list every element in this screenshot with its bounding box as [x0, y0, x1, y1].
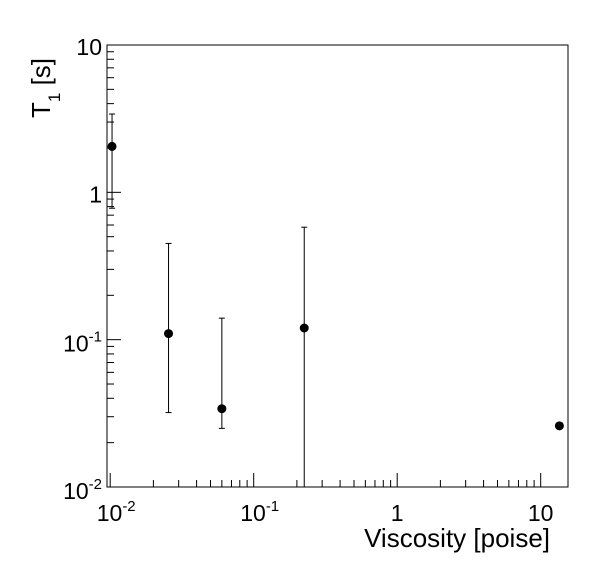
x-tick-label-text: 10: [528, 500, 554, 526]
x-axis-title: Viscosity [poise]: [364, 523, 550, 553]
y-tick-label-text: 10-2: [63, 476, 102, 504]
plot-frame: [106, 44, 569, 488]
x-tick-label-exponent: -2: [122, 498, 135, 515]
x-tick-label-base: 10: [97, 500, 123, 526]
data-point: [554, 421, 564, 431]
x-tick-label: 10-2: [97, 498, 136, 526]
y-tick-label-text: 10: [76, 34, 102, 60]
x-tick-label-text: 10-2: [97, 498, 136, 526]
y-tick-label: 10-2: [63, 476, 102, 504]
y-tick-label-base: 10: [76, 34, 102, 60]
y-axis-title-main: T: [26, 102, 56, 118]
y-tick-label-base: 10: [63, 478, 89, 504]
y-tick-label-text: 10-1: [63, 329, 102, 357]
data-point: [299, 323, 309, 333]
data-point: [164, 329, 174, 339]
y-axis-title: T1 [s]: [26, 58, 64, 118]
y-tick-label-exponent: -2: [89, 476, 102, 493]
y-axis-title-subscript: 1: [45, 93, 64, 102]
x-tick-label: 10: [528, 500, 554, 526]
y-tick-label: 10: [76, 34, 102, 60]
y-tick-label: 1: [89, 181, 102, 207]
data-point: [217, 404, 227, 414]
y-tick-label-base: 1: [89, 181, 102, 207]
x-tick-label-exponent: -1: [266, 498, 279, 515]
y-tick-label-exponent: -1: [89, 329, 102, 346]
x-tick-label-text: 10-1: [240, 498, 279, 526]
x-tick-label-base: 10: [240, 500, 266, 526]
y-axis-title-unit: [s]: [26, 58, 56, 93]
x-tick-label: 1: [391, 500, 404, 526]
x-tick-label-base: 10: [528, 500, 554, 526]
y-tick-label-text: 1: [89, 181, 102, 207]
x-tick-label-base: 1: [391, 500, 404, 526]
y-tick-label: 10-1: [63, 329, 102, 357]
data-point: [107, 141, 117, 151]
y-tick-label-base: 10: [63, 331, 89, 357]
x-tick-label-text: 1: [391, 500, 404, 526]
x-tick-label: 10-1: [240, 498, 279, 526]
